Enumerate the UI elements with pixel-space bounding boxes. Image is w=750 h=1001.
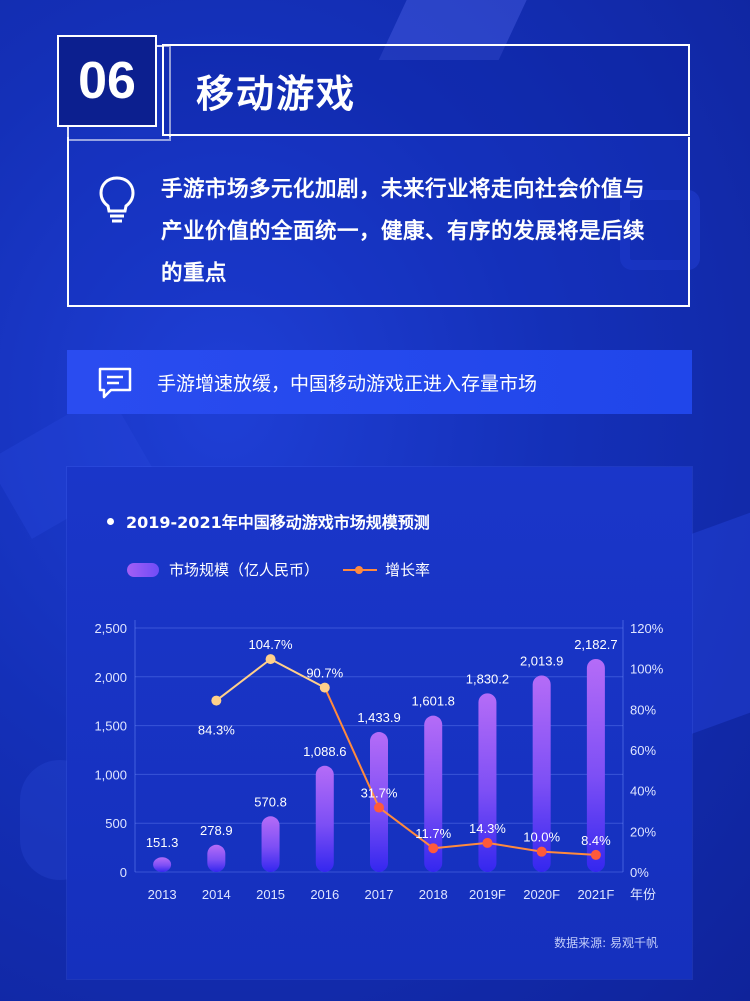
growth-point bbox=[374, 802, 384, 813]
x-tick-label: 2021F bbox=[577, 887, 614, 902]
y-right-tick-label: 20% bbox=[630, 824, 656, 839]
y-left-tick-label: 500 bbox=[105, 816, 127, 831]
x-tick-label: 2016 bbox=[310, 887, 339, 902]
growth-point bbox=[536, 846, 547, 857]
growth-value-label: 10.0% bbox=[523, 830, 560, 845]
y-left-tick-label: 0 bbox=[120, 865, 127, 880]
growth-value-label: 90.7% bbox=[306, 666, 343, 681]
legend-line-swatch bbox=[343, 563, 378, 577]
x-tick-label: 2019F bbox=[469, 887, 506, 902]
bar bbox=[261, 816, 280, 872]
subtitle-bar: 手游增速放缓，中国移动游戏正进入存量市场 bbox=[67, 350, 692, 414]
growth-value-label: 84.3% bbox=[198, 723, 235, 738]
x-tick-label: 2015 bbox=[256, 887, 285, 902]
section-number: 06 bbox=[57, 35, 157, 127]
y-right-tick-label: 120% bbox=[630, 621, 664, 636]
growth-line-segment bbox=[215, 658, 272, 702]
bar bbox=[207, 844, 226, 872]
y-right-tick-label: 60% bbox=[630, 743, 656, 758]
bar-value-label: 1,433.9 bbox=[357, 710, 400, 725]
growth-line-segment bbox=[541, 850, 596, 856]
x-tick-label: 2020F bbox=[523, 887, 560, 902]
bullet-dot bbox=[107, 518, 114, 525]
bar bbox=[586, 658, 605, 872]
chart-title-text: 2019-2021年中国移动游戏市场规模预测 bbox=[126, 513, 430, 532]
x-axis-unit: 年份 bbox=[630, 887, 656, 902]
bar bbox=[153, 857, 172, 872]
growth-line-segment bbox=[323, 687, 380, 808]
background-shape bbox=[620, 190, 700, 270]
section-title-text: 移动游戏 bbox=[196, 71, 357, 116]
growth-point bbox=[211, 695, 222, 706]
lightbulb-icon bbox=[99, 176, 135, 223]
bar-value-label: 278.9 bbox=[200, 823, 233, 838]
y-left-tick-label: 1,500 bbox=[94, 719, 127, 734]
bar bbox=[424, 715, 443, 872]
y-right-tick-label: 100% bbox=[630, 662, 664, 677]
growth-value-label: 8.4% bbox=[581, 833, 611, 848]
bar-value-label: 1,830.2 bbox=[466, 671, 509, 686]
y-right-tick-label: 40% bbox=[630, 784, 656, 799]
market-chart: 0 500 1,000 1,500 2,000 2,500 0% 20% 40% 60% 80% 10… bbox=[94, 620, 664, 902]
bar-value-label: 2,013.9 bbox=[520, 653, 563, 668]
x-tick-label: 2013 bbox=[148, 887, 177, 902]
x-tick-label: 2017 bbox=[365, 887, 394, 902]
growth-line-segment bbox=[270, 658, 326, 689]
chart-legend: 市场规模（亿人民币） 增长率 bbox=[127, 559, 430, 580]
chart-title: 2019-2021年中国移动游戏市场规模预测 bbox=[107, 509, 430, 533]
growth-point bbox=[428, 843, 439, 854]
y-right-tick-label: 0% bbox=[630, 865, 649, 880]
growth-point bbox=[319, 682, 330, 693]
y-left-tick-label: 1,000 bbox=[94, 767, 127, 782]
bar-value-label: 151.3 bbox=[146, 835, 179, 850]
growth-value-label: 11.7% bbox=[415, 826, 451, 841]
chart-panel: 0 500 1,000 1,500 2,000 2,500 0% 20% 40% 60% 80% 10… bbox=[67, 467, 692, 979]
bar bbox=[370, 732, 388, 872]
section-title: 移动游戏 bbox=[162, 44, 690, 136]
background-shape bbox=[690, 505, 750, 735]
x-tick-label: 2018 bbox=[419, 887, 448, 902]
growth-point bbox=[482, 837, 493, 848]
bar-value-label: 1,601.8 bbox=[412, 694, 455, 709]
growth-value-label: 14.3% bbox=[469, 821, 506, 836]
legend-line-label: 增长率 bbox=[385, 561, 431, 579]
y-right-tick-label: 80% bbox=[630, 702, 656, 717]
growth-line-segment bbox=[378, 806, 434, 850]
bar bbox=[532, 675, 551, 872]
y-left-tick-label: 2,000 bbox=[94, 670, 127, 685]
bar-value-label: 1,088.6 bbox=[303, 744, 346, 759]
growth-point bbox=[590, 849, 601, 860]
subtitle-text: 手游增速放缓，中国移动游戏正进入存量市场 bbox=[157, 373, 538, 395]
growth-point bbox=[265, 654, 276, 665]
x-tick-label: 2014 bbox=[202, 887, 231, 902]
bar-value-label: 2,182.7 bbox=[574, 637, 617, 652]
growth-line-segment bbox=[433, 841, 488, 850]
legend-bar-swatch bbox=[127, 562, 159, 577]
intro-text: 手游市场多元化加剧，未来行业将走向社会价值与产业价值的全面统一，健康、有序的发展… bbox=[161, 177, 646, 286]
chat-bubble-icon bbox=[98, 367, 132, 399]
growth-value-label: 104.7% bbox=[249, 637, 294, 652]
bar bbox=[315, 765, 334, 872]
bar bbox=[478, 693, 497, 872]
intro-panel: 手游市场多元化加剧，未来行业将走向社会价值与产业价值的全面统一，健康、有序的发展… bbox=[67, 137, 690, 307]
growth-line-segment bbox=[487, 841, 542, 853]
bar-value-label: 570.8 bbox=[254, 794, 287, 809]
y-left-tick-label: 2,500 bbox=[94, 621, 127, 636]
growth-value-label: 31.7% bbox=[361, 786, 398, 801]
legend-bar-label: 市场规模（亿人民币） bbox=[169, 561, 320, 579]
data-source: 数据来源: 易观千帆 bbox=[554, 936, 658, 950]
